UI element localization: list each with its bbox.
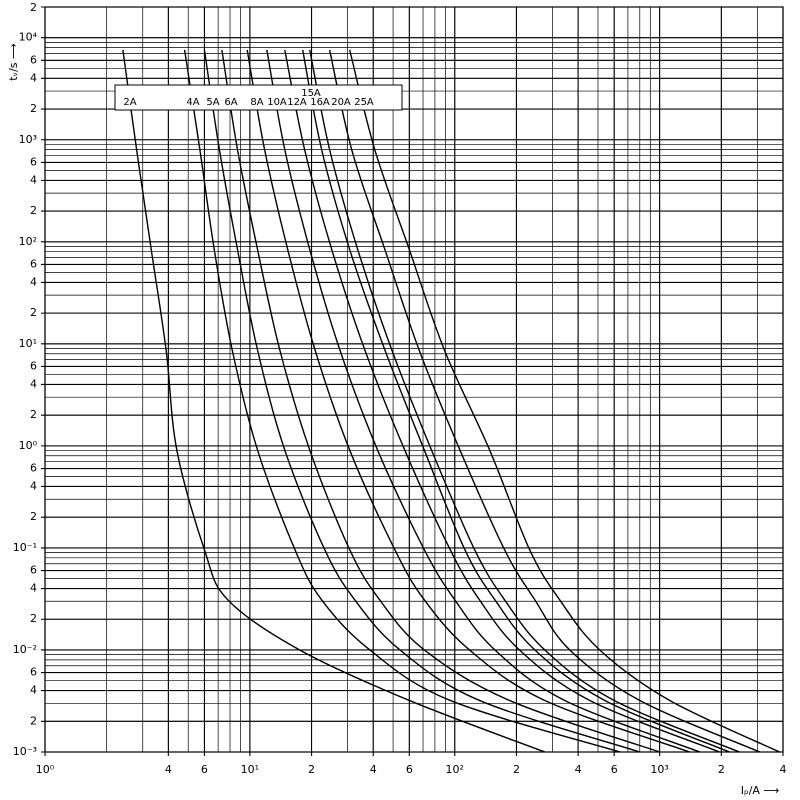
- curve: [221, 49, 660, 753]
- y-tick-label: 4: [30, 684, 37, 697]
- legend-label: 8A: [250, 97, 263, 108]
- x-tick-label: 10³: [650, 763, 668, 776]
- x-tick-label: 10⁰: [36, 763, 55, 776]
- legend-label: 16A: [310, 97, 330, 108]
- legend-label: 2A: [123, 97, 136, 108]
- curve: [301, 49, 730, 753]
- legend-label: 15A: [301, 88, 321, 99]
- x-tick-label: 10²: [446, 763, 464, 776]
- curve: [349, 49, 780, 753]
- curve: [183, 49, 621, 753]
- legend-label: 25A: [354, 97, 374, 108]
- curve: [246, 49, 690, 753]
- x-tick-label: 4: [780, 763, 787, 776]
- curve: [328, 49, 761, 753]
- y-axis-label: tᵥ/s ⟶: [7, 43, 20, 81]
- y-tick-label: 2: [30, 102, 37, 115]
- x-tick-label: 2: [718, 763, 725, 776]
- y-tick-label: 2: [30, 714, 37, 727]
- y-tick-label: 10⁰: [19, 439, 38, 452]
- y-tick-label: 10²: [19, 235, 37, 248]
- x-tick-label: 2: [513, 763, 520, 776]
- legend-label: 6A: [224, 97, 237, 108]
- curve: [309, 49, 740, 753]
- legend-label: 12A: [287, 97, 307, 108]
- y-tick-label: 6: [30, 462, 37, 475]
- y-tick-label: 6: [30, 155, 37, 168]
- x-tick-label: 6: [201, 763, 208, 776]
- y-tick-label: 2: [30, 306, 37, 319]
- y-tick-label: 10⁻¹: [13, 541, 37, 554]
- x-tick-label: 4: [165, 763, 172, 776]
- curve: [203, 49, 641, 753]
- x-tick-label: 4: [370, 763, 377, 776]
- curve: [122, 49, 546, 753]
- x-tick-label: 2: [308, 763, 315, 776]
- y-tick-label: 6: [30, 666, 37, 679]
- legend-label: 5A: [206, 97, 219, 108]
- y-tick-label: 6: [30, 564, 37, 577]
- x-tick-label: 6: [406, 763, 413, 776]
- x-axis-label: Iₚ/A ⟶: [741, 784, 780, 797]
- y-tick-label: 10¹: [19, 337, 37, 350]
- legend-label: 20A: [331, 97, 351, 108]
- plot-frame: [44, 6, 784, 753]
- y-tick-label: 2: [30, 204, 37, 217]
- y-tick-label: 4: [30, 173, 37, 186]
- legend-box: [114, 84, 403, 111]
- y-tick-label: 6: [30, 53, 37, 66]
- y-tick-label: 4: [30, 275, 37, 288]
- y-tick-label: 10⁻²: [13, 643, 37, 656]
- x-tick-label: 6: [611, 763, 618, 776]
- y-tick-label: 10³: [19, 133, 37, 146]
- y-tick-label: 2: [30, 510, 37, 523]
- y-tick-label: 2: [30, 408, 37, 421]
- curve: [284, 49, 720, 753]
- legend-label: 10A: [267, 97, 287, 108]
- y-tick-label: 6: [30, 359, 37, 372]
- y-tick-label: 2: [30, 1, 37, 14]
- legend-label: 4A: [186, 97, 199, 108]
- y-tick-label: 4: [30, 71, 37, 84]
- curve: [266, 49, 701, 753]
- y-tick-label: 4: [30, 479, 37, 492]
- y-tick-label: 4: [30, 377, 37, 390]
- y-tick-label: 10⁴: [19, 31, 38, 44]
- y-tick-label: 10⁻³: [13, 745, 37, 758]
- x-tick-label: 10¹: [241, 763, 259, 776]
- y-tick-label: 2: [30, 612, 37, 625]
- x-tick-label: 4: [575, 763, 582, 776]
- y-tick-label: 4: [30, 582, 37, 595]
- y-tick-label: 6: [30, 257, 37, 270]
